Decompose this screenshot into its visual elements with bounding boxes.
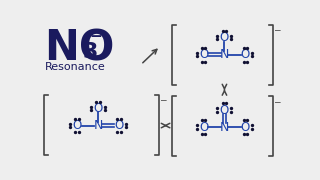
Text: −: − [90, 29, 102, 44]
Text: O: O [220, 31, 229, 44]
Text: O: O [220, 104, 229, 117]
Text: O: O [199, 121, 208, 134]
Text: O: O [115, 119, 124, 132]
Text: O: O [241, 48, 250, 61]
Text: O: O [199, 48, 208, 61]
Text: N: N [220, 48, 229, 61]
Text: −: − [273, 25, 281, 34]
Text: O: O [73, 119, 82, 132]
Text: 3: 3 [83, 42, 98, 62]
Text: Resonance: Resonance [45, 62, 105, 72]
Text: N: N [220, 121, 229, 134]
Text: NO: NO [44, 28, 114, 70]
Text: N: N [93, 119, 103, 132]
Text: −: − [159, 96, 167, 105]
Text: O: O [241, 121, 250, 134]
Text: −: − [273, 97, 281, 106]
Text: O: O [93, 102, 103, 115]
